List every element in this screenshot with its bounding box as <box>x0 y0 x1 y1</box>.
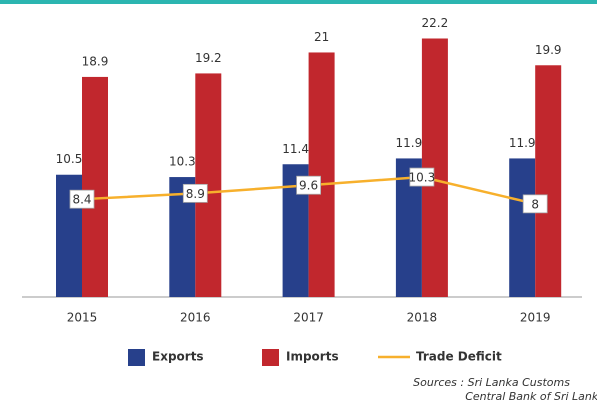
source: Sources : Sri Lanka Customs <box>413 376 570 389</box>
data-label: 19.2 <box>195 51 222 65</box>
bar <box>308 52 335 297</box>
label-box <box>409 167 435 187</box>
legend-label: Trade Deficit <box>416 350 502 364</box>
data-label: 9.6 <box>299 179 318 193</box>
label-box <box>182 183 208 203</box>
data-label: 8.4 <box>72 193 91 207</box>
legend-swatch <box>262 349 279 366</box>
bar <box>509 158 536 297</box>
x-tick-label: 2019 <box>520 311 551 325</box>
data-label: 21 <box>314 30 329 44</box>
data-label: 10.3 <box>409 171 436 185</box>
data-label: 22.2 <box>422 16 449 30</box>
data-label: 8.9 <box>186 187 205 201</box>
x-tick-label: 2017 <box>293 311 324 325</box>
x-tick-label: 2015 <box>67 311 98 325</box>
data-label: 10.3 <box>169 155 196 169</box>
legend-label: Imports <box>286 350 339 364</box>
x-tick-label: 2016 <box>180 311 211 325</box>
source: Central Bank of Sri Lanka <box>465 390 597 403</box>
header-rule <box>0 0 597 4</box>
label-box <box>296 175 322 195</box>
legend-swatch <box>128 349 145 366</box>
bar <box>535 65 562 297</box>
legend-label: Exports <box>152 350 204 364</box>
label-box <box>69 189 95 209</box>
label-box <box>522 194 548 214</box>
bar <box>82 76 108 297</box>
data-label: 11.9 <box>396 136 423 150</box>
data-label: 18.9 <box>82 54 109 68</box>
data-label: 11.9 <box>509 136 536 150</box>
data-label: 11.4 <box>282 142 309 156</box>
data-label: 10.5 <box>56 152 83 166</box>
x-tick-label: 2018 <box>407 311 438 325</box>
data-label: 8 <box>531 197 539 211</box>
data-label: 19.9 <box>535 43 562 57</box>
